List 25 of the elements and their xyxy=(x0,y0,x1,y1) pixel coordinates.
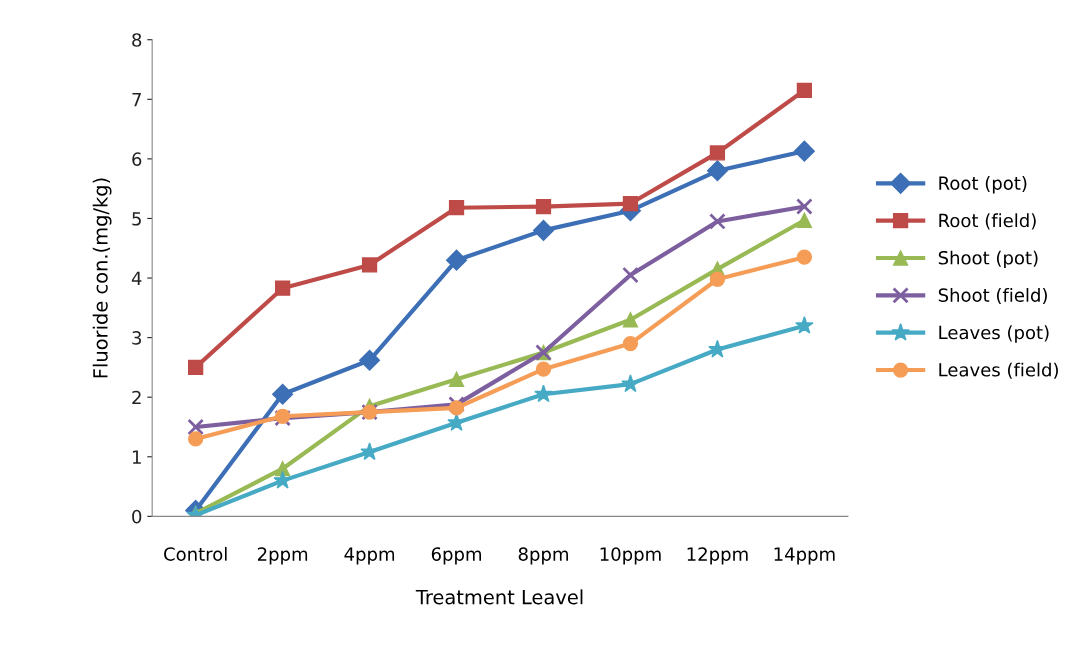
legend-label: Leaves (field) xyxy=(939,362,1058,379)
y-tick-label: 2 xyxy=(132,390,141,405)
y-axis-title: Fluoride con.(mg/kg) xyxy=(92,178,112,378)
x-tick-label: 6ppm xyxy=(431,547,481,565)
y-tick-label: 8 xyxy=(132,33,142,47)
x-tick-label: Control xyxy=(164,546,227,561)
x-tick-label: 2ppm xyxy=(257,547,308,565)
x-tick-label: 14ppm xyxy=(774,547,835,565)
x-tick-label: 10ppm xyxy=(600,547,661,565)
x-tick-label: 12ppm xyxy=(687,547,748,565)
legend-label: Shoot (field) xyxy=(938,287,1047,305)
y-tick-label: 0 xyxy=(132,509,142,524)
legend-label: Leaves (pot) xyxy=(939,325,1049,343)
legend-label: Root (pot) xyxy=(939,175,1027,194)
legend-label: Root (field) xyxy=(939,213,1036,230)
y-tick-label: 5 xyxy=(132,212,141,226)
x-axis-title: Treatment Leavel xyxy=(415,589,583,605)
y-tick-label: 6 xyxy=(132,152,142,166)
y-tick-label: 3 xyxy=(132,331,142,345)
y-tick-label: 1 xyxy=(132,450,141,464)
y-tick-label: 4 xyxy=(131,271,142,285)
x-tick-label: 8ppm xyxy=(518,547,568,565)
legend-label: Shoot (pot) xyxy=(938,250,1038,269)
y-tick-label: 7 xyxy=(132,93,141,107)
x-tick-label: 4ppm xyxy=(344,547,395,565)
